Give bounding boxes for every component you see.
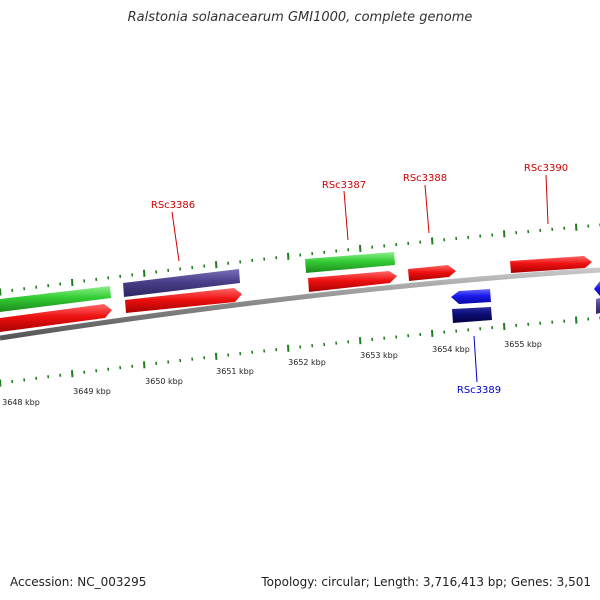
leader-rsc3387 — [343, 190, 349, 241]
gene-label-rsc3388[interactable]: RSc3388 — [403, 173, 447, 184]
tick-label: 3653 kbp — [360, 351, 398, 360]
leader-rsc3386 — [171, 211, 180, 262]
tick-label: 3650 kbp — [145, 377, 183, 386]
inner-tick-ring — [0, 316, 600, 387]
outer-tick-ring — [0, 223, 600, 296]
genome-stats-text: Topology: circular; Length: 3,716,413 bp… — [261, 575, 591, 589]
cds-forward-rsc3390[interactable] — [510, 256, 592, 273]
cds-forward-1[interactable] — [0, 304, 112, 332]
leader-rsc3388 — [424, 184, 430, 234]
feature-purple-1[interactable] — [123, 269, 240, 297]
tick-label: 3652 kbp — [288, 358, 326, 367]
cds-reverse-rsc3389[interactable] — [451, 289, 491, 304]
leader-rsc3389 — [473, 335, 478, 383]
accession-text: Accession: NC_003295 — [10, 575, 147, 589]
tick-label: 3648 kbp — [2, 398, 40, 407]
cds-forward-rsc3388[interactable] — [408, 265, 456, 281]
feature-green-2[interactable] — [305, 252, 395, 273]
gene-label-rsc3386[interactable]: RSc3386 — [151, 200, 195, 211]
map-title: Ralstonia solanacearum GMI1000, complete… — [127, 10, 473, 25]
cds-forward-rsc3387[interactable] — [308, 271, 397, 292]
tick-label: 3649 kbp — [73, 387, 111, 396]
cds-reverse-2[interactable] — [594, 281, 600, 296]
tick-label: 3655 kbp — [504, 340, 542, 349]
feature-purple-2[interactable] — [596, 298, 600, 314]
genome-backbone — [0, 267, 600, 341]
gene-label-rsc3389[interactable]: RSc3389 — [457, 385, 501, 396]
leader-rsc3390 — [545, 174, 549, 225]
gene-label-rsc3387[interactable]: RSc3387 — [322, 180, 366, 191]
tick-label: 3654 kbp — [432, 345, 470, 354]
feature-navy-1[interactable] — [452, 307, 492, 323]
feature-green-1[interactable] — [0, 286, 111, 312]
tick-label: 3651 kbp — [216, 367, 254, 376]
gene-label-rsc3390[interactable]: RSc3390 — [524, 163, 568, 174]
cds-forward-rsc3386[interactable] — [125, 288, 242, 313]
